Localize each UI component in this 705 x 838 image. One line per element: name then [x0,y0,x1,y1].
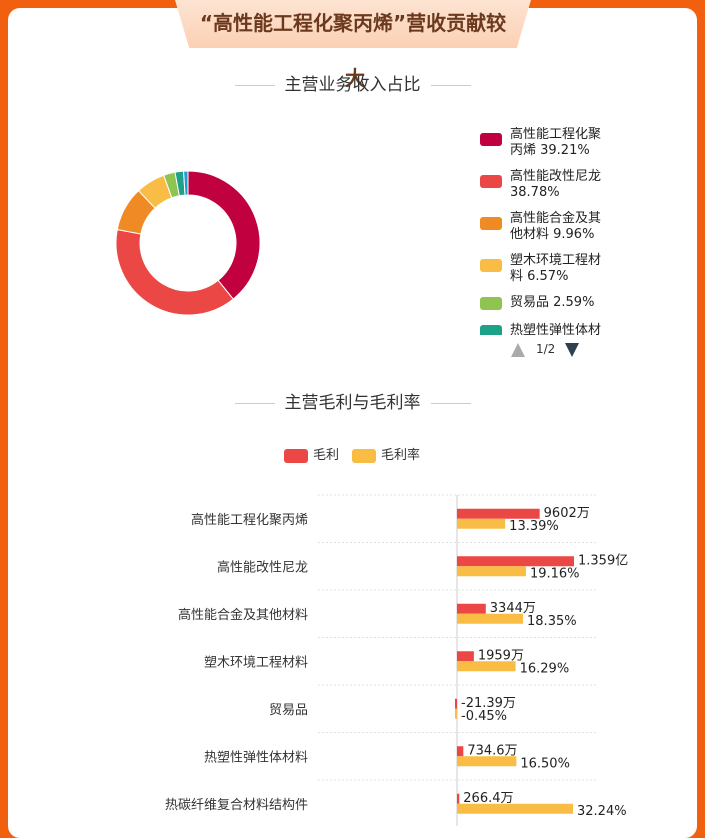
revenue-share-heading: 主营业务收入占比 [0,70,705,95]
margin-bar-4[interactable] [455,708,457,719]
legend-next-page-icon[interactable] [565,343,579,357]
donut-slice-6[interactable] [183,170,189,196]
profit-label-5: 734.6万 [467,743,517,758]
legend-label-profit: 毛利 [313,448,340,463]
heading-line-left [234,84,275,86]
profit-bar-0[interactable] [457,508,540,519]
page-title-wrap: 大 [345,66,365,90]
donut-legend-item-0[interactable]: 高性能工程化聚 丙烯 39.21% [480,127,601,159]
donut-legend-swatch-5 [480,325,502,335]
legend-item-margin[interactable]: 毛利率 [352,444,420,463]
donut-legend-swatch-1 [480,175,502,188]
donut-slice-0[interactable] [187,170,261,300]
category-label-3: 塑木环境工程材料 [204,655,308,670]
margin-bar-3[interactable] [457,661,516,672]
profit-bar-1[interactable] [457,556,574,567]
legend-swatch-margin [352,448,376,463]
heading-line-right [430,402,471,404]
margin-bar-2[interactable] [457,613,524,624]
profit-bar-6[interactable] [457,793,460,804]
gross-profit-heading: 主营毛利与毛利率 [0,388,705,413]
legend-item-profit[interactable]: 毛利 [284,444,339,463]
category-label-0: 高性能工程化聚丙烯 [191,512,308,528]
donut-legend-label-3: 塑木环境工程材料 6.57% [510,253,602,284]
margin-bar-1[interactable] [457,566,526,577]
margin-bar-5[interactable] [457,756,517,767]
donut-legend-swatch-2 [480,217,502,230]
profit-label-3: 1959万 [478,648,524,663]
category-label-2: 高性能合金及其他材料 [178,607,308,623]
category-label-6: 热碳纤维复合材料结构件 [165,798,308,813]
profit-bar-5[interactable] [457,746,464,757]
margin-bar-6[interactable] [457,803,573,814]
margin-label-2: 18.35% [527,614,577,629]
margin-label-1: 19.16% [530,566,580,581]
margin-label-0: 13.39% [509,519,559,534]
legend-prev-page-icon[interactable] [511,343,525,357]
donut-legend-swatch-0 [480,133,502,146]
donut-legend-label-4: 贸易品 2.59% [510,295,595,310]
gross-profit-title: 主营毛利与毛利率 [284,393,421,413]
category-label-1: 高性能改性尼龙 [217,559,308,575]
donut-legend-label-2: 高性能合金及其 他材料 9.96% [510,211,602,242]
donut-legend: 高性能工程化聚 丙烯 39.21% 高性能改性尼龙 38.78% 高性能合金及其 他材料 … [480,127,640,335]
donut-legend-item-5[interactable]: 热塑性弹性体材 [480,323,601,335]
revenue-share-title: 主营业务收入占比 [284,75,421,95]
profit-bar-4[interactable] [455,698,457,709]
margin-label-4: -0.45% [461,709,507,724]
donut-legend-label-0: 高性能工程化聚 丙烯 39.21% [510,127,602,158]
margin-label-3: 16.29% [520,661,570,676]
legend-page-indicator: 1/2 [536,342,556,356]
profit-label-0: 9602万 [544,506,590,521]
heading-line-right [430,84,471,86]
donut-legend-item-1[interactable]: 高性能改性尼龙 38.78% [480,169,601,201]
page-title-text: “高性能工程化聚丙烯”营收贡献较 [199,11,507,35]
profit-label-6: 266.4万 [463,791,513,806]
page-title: “高性能工程化聚丙烯”营收贡献较 大 [175,11,531,89]
donut-legend-item-4[interactable]: 贸易品 2.59% [480,295,594,311]
donut-legend-swatch-4 [480,297,502,310]
donut-legend-label-1: 高性能改性尼龙 38.78% [510,169,602,200]
donut-legend-swatch-3 [480,259,502,272]
donut-legend-item-2[interactable]: 高性能合金及其 他材料 9.96% [480,211,601,243]
profit-label-2: 3344万 [490,601,536,616]
margin-label-6: 32.24% [577,804,627,819]
category-label-4: 贸易品 [269,703,308,718]
donut-legend-item-3[interactable]: 塑木环境工程材料 6.57% [480,253,601,285]
margin-label-5: 16.50% [520,756,570,771]
heading-line-left [234,402,275,404]
margin-bar-0[interactable] [457,518,506,529]
report-card [8,8,697,838]
profit-bar-3[interactable] [457,651,474,662]
profit-bar-2[interactable] [457,603,486,614]
profit-label-4: -21.39万 [461,696,516,711]
category-label-5: 热塑性弹性体材料 [204,750,308,765]
profit-label-1: 1.359亿 [578,553,628,568]
legend-label-margin: 毛利率 [381,448,421,463]
legend-swatch-profit [284,448,308,463]
donut-legend-label-5: 热塑性弹性体材 [510,323,602,335]
title-banner [175,0,531,48]
